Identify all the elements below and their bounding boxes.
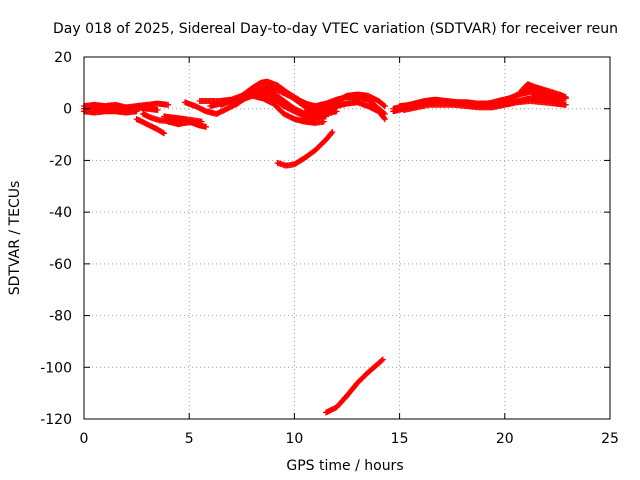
- data-series: [133, 116, 167, 137]
- y-tick-label: 0: [63, 102, 72, 118]
- data-point-markers: [301, 91, 388, 115]
- data-points: [81, 78, 569, 416]
- y-axis-label: SDTVAR / TECUs: [7, 181, 23, 296]
- data-point-markers: [312, 99, 388, 123]
- x-tick-label: 20: [496, 431, 514, 447]
- data-point-markers: [323, 356, 386, 416]
- y-tick-label: -120: [40, 412, 72, 428]
- x-tick-label: 0: [80, 431, 89, 447]
- data-series: [274, 129, 336, 169]
- x-axis-label: GPS time / hours: [286, 458, 403, 474]
- data-series: [400, 98, 569, 113]
- y-tick-label: -100: [40, 360, 72, 376]
- y-tick-label: 20: [54, 50, 72, 66]
- data-series: [312, 99, 388, 123]
- data-series: [323, 356, 386, 416]
- chart-title: Day 018 of 2025, Sidereal Day-to-day VTE…: [53, 21, 618, 37]
- x-tick-label: 5: [185, 431, 194, 447]
- data-point-markers: [518, 81, 569, 101]
- grid-lines: [84, 57, 610, 419]
- x-tick-label: 15: [391, 431, 409, 447]
- x-tick-label: 25: [601, 431, 619, 447]
- data-point-markers: [400, 98, 569, 113]
- data-point-markers: [81, 108, 140, 116]
- data-point-markers: [133, 116, 167, 137]
- axis-ticks: 20 0 -20 -40 -60 -80 -100 -120 0 5 10 15 20 25: [40, 50, 619, 447]
- y-tick-label: -60: [49, 257, 72, 273]
- data-series: [81, 108, 140, 116]
- data-series: [518, 81, 569, 101]
- data-series: [301, 91, 388, 115]
- data-series: [165, 118, 209, 130]
- y-tick-label: -20: [49, 153, 72, 169]
- data-point-markers: [274, 129, 336, 169]
- x-tick-label: 10: [285, 431, 303, 447]
- y-tick-label: -40: [49, 205, 72, 221]
- y-tick-label: -80: [49, 309, 72, 325]
- plot-frame: [83, 56, 611, 420]
- data-point-markers: [165, 118, 209, 130]
